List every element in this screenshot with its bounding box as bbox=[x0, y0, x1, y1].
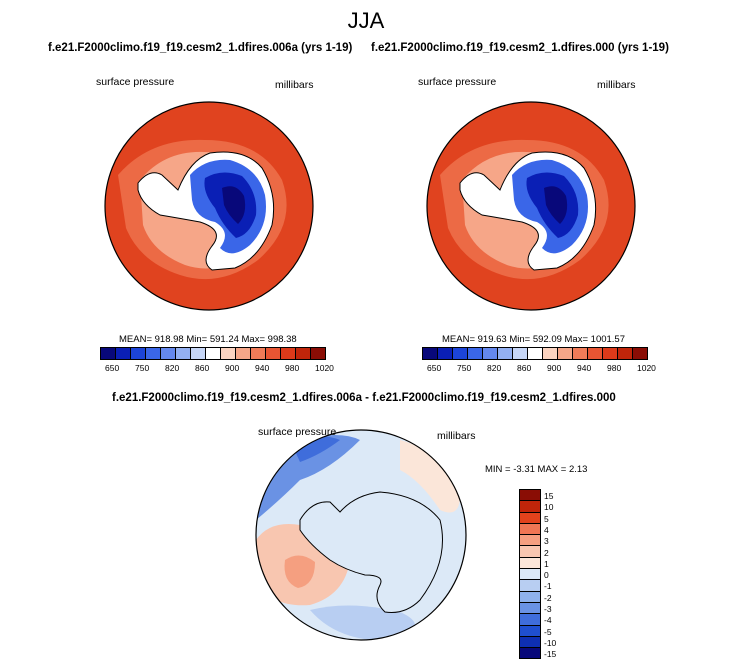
diff-units-label: millibars bbox=[437, 430, 476, 442]
colorbar-swatch bbox=[520, 625, 540, 637]
colorbar-tick-label: 1020 bbox=[315, 363, 334, 373]
colorbar-swatch bbox=[520, 557, 540, 570]
colorbar-swatch bbox=[633, 348, 647, 359]
panel1-colorbar bbox=[100, 347, 326, 360]
colorbar-swatch bbox=[588, 348, 603, 359]
diff-variable-label: surface pressure bbox=[258, 426, 337, 438]
colorbar-tick-label: 940 bbox=[255, 363, 270, 373]
panel2-units-label: millibars bbox=[597, 79, 636, 91]
colorbar-swatch bbox=[453, 348, 468, 359]
colorbar-swatch bbox=[296, 348, 311, 359]
colorbar-swatch bbox=[520, 523, 540, 536]
colorbar-tick-label: 3 bbox=[544, 536, 549, 547]
diff-title: f.e21.F2000climo.f19_f19.cesm2_1.dfires.… bbox=[112, 392, 616, 404]
colorbar-swatch bbox=[573, 348, 588, 359]
colorbar-swatch bbox=[236, 348, 251, 359]
colorbar-swatch bbox=[101, 348, 116, 359]
colorbar-tick-label: -15 bbox=[544, 649, 557, 660]
colorbar-tick-label: 940 bbox=[577, 363, 592, 373]
panel1-polar-map bbox=[105, 102, 313, 310]
colorbar-swatch bbox=[131, 348, 146, 359]
colorbar-tick-label: 820 bbox=[165, 363, 180, 373]
colorbar-swatch bbox=[176, 348, 191, 359]
colorbar-swatch bbox=[618, 348, 633, 359]
panel1-variable-label: surface pressure bbox=[96, 76, 175, 88]
colorbar-swatch bbox=[311, 348, 325, 359]
panel2-colorbar bbox=[422, 347, 648, 360]
colorbar-tick-label: 15 bbox=[544, 491, 554, 501]
colorbar-swatch bbox=[221, 348, 236, 359]
panel1-case-title: f.e21.F2000climo.f19_f19.cesm2_1.dfires.… bbox=[48, 42, 353, 54]
colorbar-tick-label: 0 bbox=[544, 570, 549, 581]
colorbar-tick-label: 860 bbox=[517, 363, 532, 373]
colorbar-swatch bbox=[191, 348, 206, 359]
colorbar-swatch bbox=[520, 490, 540, 502]
colorbar-tick-label: -10 bbox=[544, 637, 557, 648]
colorbar-tick-label: 750 bbox=[135, 363, 150, 373]
colorbar-tick-label: 860 bbox=[195, 363, 210, 373]
colorbar-swatch bbox=[251, 348, 266, 359]
colorbar-swatch bbox=[266, 348, 281, 359]
colorbar-tick-label: 10 bbox=[544, 502, 554, 513]
colorbar-tick-label: -1 bbox=[544, 581, 552, 592]
colorbar-swatch bbox=[603, 348, 618, 359]
panel1-units-label: millibars bbox=[275, 79, 314, 91]
colorbar-tick-label: 1 bbox=[544, 558, 549, 569]
panel1-stats: MEAN= 918.98 Min= 591.24 Max= 998.38 bbox=[119, 334, 297, 345]
colorbar-tick-label: 2 bbox=[544, 547, 549, 558]
colorbar-tick-label: 980 bbox=[607, 363, 622, 373]
panel1-colorbar-ticks: 650 750 820 860 900 940 980 1020 bbox=[100, 363, 334, 375]
colorbar-swatch bbox=[513, 348, 528, 359]
panel2-case-title: f.e21.F2000climo.f19_f19.cesm2_1.dfires.… bbox=[371, 42, 669, 54]
colorbar-swatch bbox=[558, 348, 573, 359]
colorbar-tick-label: 1020 bbox=[637, 363, 656, 373]
colorbar-swatch bbox=[520, 569, 540, 581]
colorbar-swatch bbox=[543, 348, 558, 359]
colorbar-tick-label: 900 bbox=[547, 363, 562, 373]
colorbar-swatch bbox=[520, 648, 540, 659]
colorbar-swatch bbox=[423, 348, 438, 359]
colorbar-tick-label: 5 bbox=[544, 513, 549, 524]
colorbar-tick-label: -3 bbox=[544, 604, 552, 614]
diff-polar-map bbox=[256, 430, 466, 640]
colorbar-swatch bbox=[483, 348, 498, 359]
diff-stats: MIN = -3.31 MAX = 2.13 bbox=[485, 464, 588, 475]
colorbar-swatch bbox=[520, 501, 540, 513]
panel2-polar-map bbox=[427, 102, 635, 310]
diff-colorbar bbox=[519, 489, 541, 660]
colorbar-tick-label: 650 bbox=[105, 363, 120, 373]
panel2-colorbar-ticks: 650 750 820 860 900 940 980 1020 bbox=[422, 363, 656, 375]
colorbar-swatch bbox=[520, 546, 540, 558]
colorbar-swatch bbox=[520, 636, 540, 649]
colorbar-tick-label: 750 bbox=[457, 363, 472, 373]
colorbar-swatch bbox=[468, 348, 483, 359]
colorbar-swatch bbox=[520, 614, 540, 626]
colorbar-tick-label: 900 bbox=[225, 363, 240, 373]
panel2-stats: MEAN= 919.63 Min= 592.09 Max= 1001.57 bbox=[442, 334, 625, 345]
colorbar-swatch bbox=[520, 580, 540, 592]
colorbar-swatch bbox=[520, 535, 540, 547]
colorbar-tick-label: 820 bbox=[487, 363, 502, 373]
colorbar-swatch bbox=[520, 512, 540, 524]
season-title: JJA bbox=[347, 8, 385, 33]
colorbar-swatch bbox=[206, 348, 221, 359]
colorbar-tick-label: 650 bbox=[427, 363, 442, 373]
diff-colorbar-ticks: 15 10 5 4 3 2 1 0 -1 -2 -3 -4 -5 -10 -15 bbox=[544, 489, 574, 669]
colorbar-swatch bbox=[520, 591, 540, 603]
panel2-variable-label: surface pressure bbox=[418, 76, 497, 88]
colorbar-swatch bbox=[116, 348, 131, 359]
colorbar-swatch bbox=[438, 348, 453, 359]
colorbar-swatch bbox=[528, 348, 543, 359]
colorbar-swatch bbox=[146, 348, 161, 359]
colorbar-swatch bbox=[281, 348, 296, 359]
colorbar-swatch bbox=[498, 348, 513, 359]
colorbar-swatch bbox=[161, 348, 176, 359]
colorbar-tick-label: 4 bbox=[544, 524, 549, 535]
colorbar-tick-label: -4 bbox=[544, 615, 552, 626]
colorbar-tick-label: 980 bbox=[285, 363, 300, 373]
colorbar-tick-label: -5 bbox=[544, 626, 552, 637]
colorbar-swatch bbox=[520, 602, 540, 615]
colorbar-tick-label: -2 bbox=[544, 592, 552, 603]
